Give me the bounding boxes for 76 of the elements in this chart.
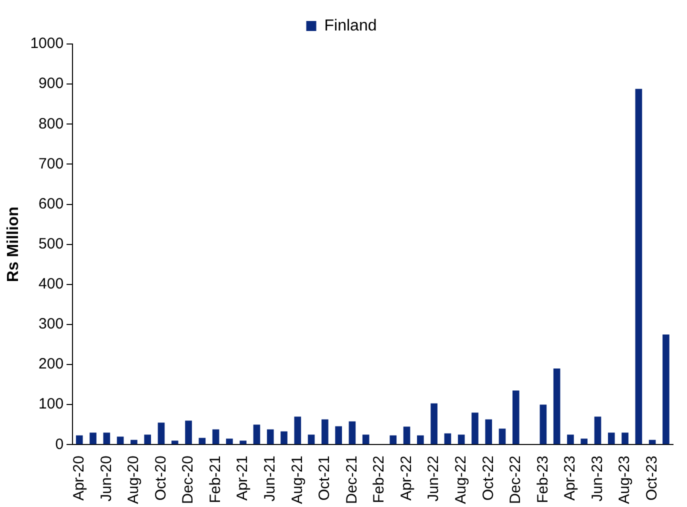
x-tick-label: Oct-21 <box>316 456 334 501</box>
x-tick-label: Jun-21 <box>262 456 279 502</box>
x-tick-label: Oct-22 <box>480 456 497 501</box>
x-tick-label: Aug-21 <box>288 456 306 504</box>
bar <box>458 434 465 444</box>
bar <box>240 440 246 444</box>
bar <box>198 438 206 444</box>
bar <box>266 429 274 444</box>
y-tick-label: 500 <box>38 235 64 252</box>
bar <box>430 403 438 444</box>
bar <box>226 438 233 444</box>
x-tick-label: Feb-22 <box>370 456 388 504</box>
y-tick-label: 200 <box>38 356 64 373</box>
bar <box>76 435 83 444</box>
bar <box>512 390 520 444</box>
y-tick-label: 0 <box>55 436 64 453</box>
bar <box>553 368 560 444</box>
legend-label: Finland <box>324 17 377 34</box>
bar <box>417 435 424 444</box>
bar <box>90 432 96 444</box>
bar <box>662 334 670 444</box>
y-tick-label: 800 <box>38 115 64 132</box>
x-tick-label: Oct-23 <box>643 456 660 501</box>
x-tick-label: Jun-22 <box>425 456 442 502</box>
x-tick-label: Apr-20 <box>70 456 88 501</box>
x-tick-label: Aug-20 <box>125 456 142 504</box>
x-tick-label: Oct-20 <box>152 456 170 501</box>
bar <box>212 429 220 444</box>
bar <box>567 434 574 444</box>
bar <box>348 421 356 444</box>
bar <box>253 424 260 444</box>
bar <box>635 88 642 444</box>
bar <box>116 436 124 444</box>
bar <box>308 434 315 444</box>
x-tick-label: Jun-20 <box>98 456 115 502</box>
x-tick-label: Aug-22 <box>452 456 470 504</box>
y-tick-label: 300 <box>38 316 64 333</box>
bar <box>403 426 410 444</box>
bar <box>472 412 478 444</box>
y-axis-title: Rs Million <box>5 206 22 282</box>
bar <box>294 416 302 444</box>
bar <box>580 438 588 444</box>
bar <box>130 440 138 444</box>
bar <box>485 419 492 444</box>
x-tick-label: Jun-23 <box>588 456 606 502</box>
y-tick-label: 900 <box>38 75 64 92</box>
y-tick-label: 1000 <box>30 35 64 52</box>
y-tick-label: 600 <box>38 195 64 212</box>
x-tick-label: Feb-21 <box>206 456 224 504</box>
bar <box>362 434 370 444</box>
y-tick-label: 700 <box>38 155 64 172</box>
bar <box>608 432 615 444</box>
bar <box>171 440 178 444</box>
bar <box>498 428 506 444</box>
y-tick-label: 100 <box>38 396 64 413</box>
bar <box>540 404 547 444</box>
bar <box>622 432 628 444</box>
x-tick-label: Apr-23 <box>562 456 579 501</box>
bar <box>103 432 110 444</box>
bar <box>335 426 342 444</box>
bar <box>185 420 192 444</box>
bar <box>444 433 452 444</box>
bar <box>594 416 602 444</box>
x-tick-label: Dec-20 <box>180 456 197 504</box>
bar <box>158 422 165 444</box>
bar <box>144 434 152 444</box>
x-tick-label: Dec-21 <box>343 456 360 504</box>
bar <box>390 435 397 444</box>
bar <box>322 419 328 444</box>
x-tick-label: Apr-21 <box>234 456 252 501</box>
y-tick-label: 400 <box>38 276 64 293</box>
bar <box>280 431 288 444</box>
x-tick-label: Feb-23 <box>534 456 552 504</box>
x-tick-label: Apr-22 <box>398 456 415 501</box>
x-tick-label: Dec-22 <box>507 456 524 504</box>
x-tick-label: Aug-23 <box>616 456 634 504</box>
